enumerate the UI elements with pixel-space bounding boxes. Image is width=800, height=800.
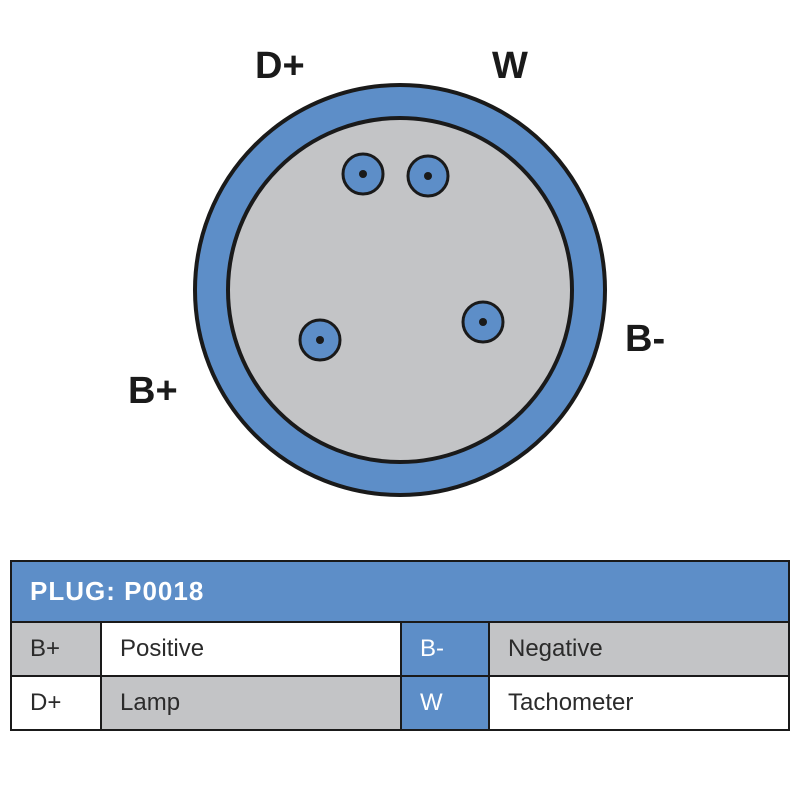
cell-symbol: B+ <box>12 623 102 675</box>
cell-description: Lamp <box>102 677 400 729</box>
table-header: PLUG: P0018 <box>12 562 788 621</box>
table-row: D+ Lamp W Tachometer <box>12 675 788 729</box>
cell-symbol: D+ <box>12 677 102 729</box>
label-w: W <box>492 45 528 88</box>
table-body: B+ Positive B- Negative D+ Lamp W Tachom… <box>12 621 788 729</box>
pin-b-minus <box>463 302 503 342</box>
cell-symbol: W <box>400 677 490 729</box>
inner-face <box>228 118 572 462</box>
label-b-plus: B+ <box>128 370 178 413</box>
pin-d-plus <box>343 154 383 194</box>
connector-diagram: D+ W B+ B- <box>0 0 800 560</box>
label-d-plus: D+ <box>255 45 305 88</box>
label-b-minus: B- <box>625 318 665 361</box>
cell-description: Negative <box>490 623 788 675</box>
table-row: B+ Positive B- Negative <box>12 621 788 675</box>
pinout-table: PLUG: P0018 B+ Positive B- Negative D+ L… <box>10 560 790 731</box>
cell-description: Tachometer <box>490 677 788 729</box>
cell-symbol: B- <box>400 623 490 675</box>
connector-svg <box>0 0 800 560</box>
cell-description: Positive <box>102 623 400 675</box>
pin-w <box>408 156 448 196</box>
pin-b-plus <box>300 320 340 360</box>
